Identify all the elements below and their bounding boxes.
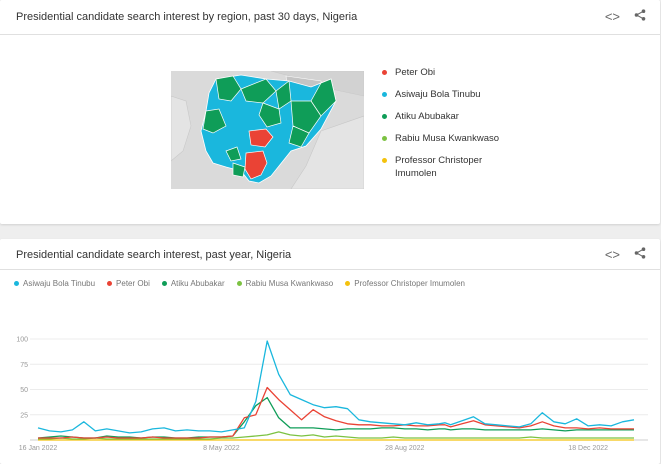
y-tick-label: 25	[20, 412, 28, 419]
legend-dot-icon	[236, 281, 242, 286]
legend-label: Atiku Abubakar	[395, 111, 459, 122]
interest-card-divider	[0, 269, 660, 270]
series-legend-item[interactable]: Asiwaju Bola Tinubu	[14, 279, 95, 288]
x-tick-label: 16 Jan 2022	[19, 445, 58, 452]
legend-item: Rabiu Musa Kwankwaso	[382, 132, 512, 145]
nigeria-map[interactable]	[170, 70, 365, 190]
series-legend-label: Rabiu Musa Kwankwaso	[245, 279, 334, 288]
region-legend: Peter Obi Asiwaju Bola Tinubu Atiku Abub…	[382, 66, 512, 189]
x-tick-label: 18 Dec 2022	[568, 445, 608, 452]
region-card: Presidential candidate search interest b…	[0, 0, 660, 224]
series-legend-item[interactable]: Peter Obi	[107, 279, 150, 288]
interest-card-actions: <>	[605, 247, 646, 262]
series-legend-item[interactable]: Rabiu Musa Kwankwaso	[236, 279, 334, 288]
legend-item: Peter Obi	[382, 66, 512, 79]
legend-dot-icon	[382, 114, 387, 119]
legend-label: Rabiu Musa Kwankwaso	[395, 133, 500, 144]
region-card-title: Presidential candidate search interest b…	[16, 11, 358, 23]
y-tick-label: 100	[16, 337, 28, 344]
series-legend-item[interactable]: Atiku Abubakar	[161, 279, 225, 288]
series-legend-label: Atiku Abubakar	[170, 279, 225, 288]
legend-dot-icon	[382, 158, 387, 163]
region-card-divider	[0, 34, 660, 35]
legend-item: Asiwaju Bola Tinubu	[382, 88, 512, 101]
legend-dot-icon	[14, 281, 19, 286]
series-legend-label: Asiwaju Bola Tinubu	[23, 279, 96, 288]
legend-dot-icon	[161, 281, 167, 286]
legend-dot-icon	[107, 281, 113, 286]
interest-card-title: Presidential candidate search interest, …	[16, 249, 292, 261]
series-legend-label: Professor Christoper Imumolen	[354, 279, 465, 288]
y-tick-label: 75	[20, 362, 28, 369]
x-tick-label: 8 May 2022	[203, 445, 240, 452]
legend-dot-icon	[382, 92, 387, 97]
embed-code-icon[interactable]: <>	[604, 9, 620, 24]
x-tick-label: 28 Aug 2022	[385, 445, 424, 452]
legend-dot-icon	[345, 281, 351, 286]
series-legend-label: Peter Obi	[116, 279, 150, 288]
share-icon[interactable]	[634, 247, 646, 262]
series-line-rabiu-musa-kwankwaso[interactable]	[38, 431, 634, 440]
series-legend-item[interactable]: Professor Christoper Imumolen	[345, 279, 465, 288]
line-chart[interactable]: 25 50 75 100 16 Jan 2022 8 May 2022 28 Aug 202…	[0, 239, 660, 464]
y-tick-label: 50	[20, 387, 28, 394]
legend-label: Professor Christoper Imumolen	[395, 155, 483, 179]
legend-dot-icon	[382, 70, 387, 75]
legend-label: Asiwaju Bola Tinubu	[395, 89, 481, 100]
legend-item: Atiku Abubakar	[382, 110, 512, 123]
embed-code-icon[interactable]: <>	[604, 247, 620, 262]
series-legend: Asiwaju Bola Tinubu Peter Obi Atiku Abub…	[14, 279, 465, 288]
region-card-actions: <>	[605, 9, 646, 24]
share-icon[interactable]	[634, 9, 646, 24]
legend-item: Professor Christoper Imumolen	[382, 154, 512, 180]
legend-label: Peter Obi	[395, 67, 436, 78]
series-line-asiwaju-bola-tinubu[interactable]	[37, 340, 635, 434]
legend-dot-icon	[382, 136, 387, 141]
series-line-peter-obi[interactable]	[38, 386, 634, 439]
interest-card: Presidential candidate search interest, …	[0, 239, 660, 464]
